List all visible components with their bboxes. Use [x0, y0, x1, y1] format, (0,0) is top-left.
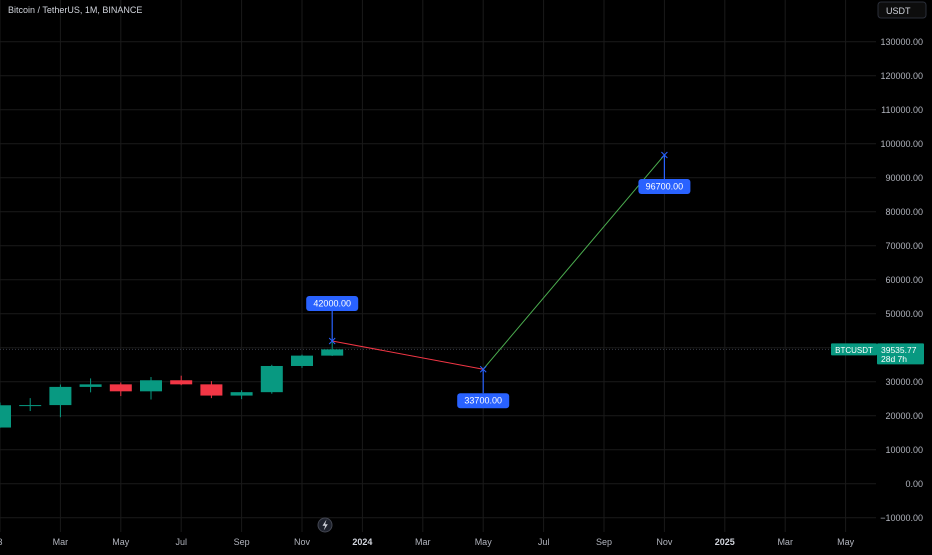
y-tick-label: 10000.00 [885, 445, 923, 455]
x-tick-label: Mar [53, 537, 69, 547]
x-tick-label: 2025 [715, 537, 735, 547]
x-tick-label: Jul [175, 537, 187, 547]
last-price-countdown: 28d 7h [881, 354, 907, 364]
candle-body[interactable] [19, 405, 42, 407]
y-tick-label: 100000.00 [880, 139, 923, 149]
last-price-badge: BTCUSDT 39535.77 28d 7h [831, 343, 924, 365]
x-tick-label: Mar [777, 537, 793, 547]
annotation-badge[interactable] [638, 179, 691, 195]
y-tick-label: 20000.00 [885, 411, 923, 421]
y-tick-label: 90000.00 [885, 173, 923, 183]
y-axis[interactable]: −10000.000.0010000.0020000.0030000.00400… [880, 37, 923, 523]
last-price-symbol: BTCUSDT [835, 346, 873, 355]
annotation-label: 33700.00 [464, 396, 502, 406]
annotation-label: 42000.00 [313, 299, 351, 309]
y-tick-label: 0.00 [905, 479, 923, 489]
annotation-label: 96700.00 [646, 182, 684, 192]
last-price-value-bg [877, 343, 924, 365]
candle-body[interactable] [49, 386, 72, 406]
candle-body[interactable] [140, 380, 162, 392]
candle-body[interactable] [0, 405, 11, 428]
y-tick-label: 60000.00 [885, 275, 923, 285]
x-tick-label: May [475, 537, 493, 547]
lightning-icon [322, 519, 328, 531]
x-tick-label: Jul [538, 537, 550, 547]
candle-body[interactable] [79, 384, 102, 387]
candle-body[interactable] [109, 384, 132, 392]
tradingview-logo[interactable] [317, 517, 333, 533]
x-tick-label: 3 [0, 537, 3, 547]
grid-layer [0, 0, 876, 532]
y-tick-label: 120000.00 [880, 71, 923, 81]
y-tick-label: 30000.00 [885, 377, 923, 387]
candle-body[interactable] [291, 355, 313, 366]
candle-layer [0, 341, 344, 428]
candle-body[interactable] [170, 380, 193, 385]
annotation-badge[interactable] [457, 393, 510, 409]
currency-button-label: USDT [886, 6, 911, 16]
last-price-value: 39535.77 [881, 345, 917, 355]
x-tick-label: Nov [656, 537, 673, 547]
x-tick-label: Sep [234, 537, 250, 547]
projection-segment[interactable] [332, 340, 484, 370]
y-tick-label: 50000.00 [885, 309, 923, 319]
projection-segment[interactable] [482, 154, 665, 370]
x-axis[interactable]: 3 Mar May Jul Sep Nov 2024 Mar May Jul Sep Nov 2025 M… [0, 537, 855, 547]
x-tick-label: Mar [415, 537, 431, 547]
x-tick-label: May [112, 537, 130, 547]
currency-button-frame [877, 1, 927, 19]
candle-body[interactable] [260, 365, 283, 393]
y-tick-label: 110000.00 [881, 105, 923, 115]
last-price-symbol-bg [831, 343, 877, 356]
x-tick-label: Nov [294, 537, 311, 547]
x-tick-label: May [837, 537, 855, 547]
y-tick-label: 80000.00 [885, 207, 923, 217]
annotation-layer: 42000.00 33700.00 96700.00 [306, 155, 691, 409]
candle-body[interactable] [230, 392, 253, 396]
currency-button[interactable]: USDT [877, 1, 927, 19]
chart-title: Bitcoin / TetherUS, 1M, BINANCE [8, 5, 142, 15]
y-tick-label: 70000.00 [885, 241, 923, 251]
annotation-badge[interactable] [306, 296, 359, 311]
x-tick-label: Sep [596, 537, 612, 547]
candle-body[interactable] [321, 349, 344, 356]
x-tick-label: 2024 [352, 537, 372, 547]
y-tick-label: −10000.00 [880, 513, 923, 523]
y-tick-label: 130000.00 [880, 37, 923, 47]
candle-body[interactable] [200, 384, 223, 396]
